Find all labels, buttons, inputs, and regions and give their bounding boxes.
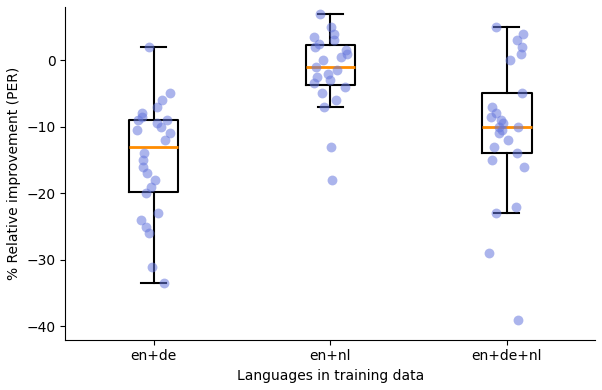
Point <box>329 30 338 37</box>
Point <box>486 113 495 120</box>
Point <box>513 317 523 323</box>
Point <box>137 110 146 117</box>
Point <box>519 163 529 170</box>
Point <box>310 44 320 50</box>
Point <box>317 90 326 97</box>
Point <box>137 113 146 120</box>
Point <box>341 47 351 53</box>
Point <box>312 74 321 80</box>
Point <box>498 121 507 127</box>
Point <box>161 137 170 143</box>
Point <box>327 177 337 183</box>
Point <box>332 67 341 73</box>
Point <box>488 104 497 110</box>
Point <box>489 144 499 150</box>
Point <box>506 57 515 63</box>
X-axis label: Languages in training data: Languages in training data <box>237 369 424 383</box>
Point <box>309 80 318 87</box>
Point <box>166 130 175 136</box>
Point <box>153 210 163 216</box>
Point <box>340 84 350 90</box>
Point <box>141 223 151 230</box>
Point <box>157 97 167 103</box>
Point <box>311 64 321 70</box>
Point <box>485 250 494 256</box>
Point <box>512 204 521 210</box>
Point <box>315 11 324 17</box>
Point <box>132 127 141 133</box>
Point <box>141 190 151 197</box>
Point <box>503 137 513 143</box>
Point <box>494 124 503 130</box>
Point <box>329 37 339 43</box>
Point <box>144 230 154 236</box>
Point <box>144 44 154 50</box>
Point <box>323 70 333 76</box>
Point <box>318 57 328 63</box>
Point <box>142 170 152 177</box>
Point <box>496 117 506 123</box>
Point <box>514 124 523 130</box>
Point <box>491 210 501 216</box>
Point <box>517 90 527 97</box>
Point <box>342 50 352 57</box>
Point <box>331 97 341 103</box>
Point <box>133 117 143 123</box>
Point <box>491 110 501 117</box>
Point <box>136 217 146 223</box>
Point <box>518 30 528 37</box>
Point <box>152 104 162 110</box>
Point <box>314 41 323 47</box>
Point <box>325 77 335 83</box>
Point <box>326 24 335 30</box>
Point <box>497 127 506 133</box>
Point <box>326 144 336 150</box>
Point <box>146 184 156 190</box>
Y-axis label: % Relative improvement (PER): % Relative improvement (PER) <box>7 67 21 280</box>
Point <box>491 24 500 30</box>
Point <box>157 124 166 130</box>
Point <box>494 130 504 136</box>
Point <box>165 90 175 97</box>
Point <box>512 37 521 43</box>
Point <box>337 54 346 60</box>
Point <box>139 150 149 156</box>
Point <box>138 163 147 170</box>
Point <box>487 157 497 163</box>
Point <box>319 104 329 110</box>
Point <box>147 263 157 269</box>
Point <box>152 121 162 127</box>
Point <box>150 177 160 183</box>
Point <box>518 44 527 50</box>
Point <box>516 50 526 57</box>
Point <box>513 150 523 156</box>
Point <box>162 117 172 123</box>
Point <box>138 157 147 163</box>
Point <box>309 34 319 40</box>
Point <box>159 280 169 286</box>
